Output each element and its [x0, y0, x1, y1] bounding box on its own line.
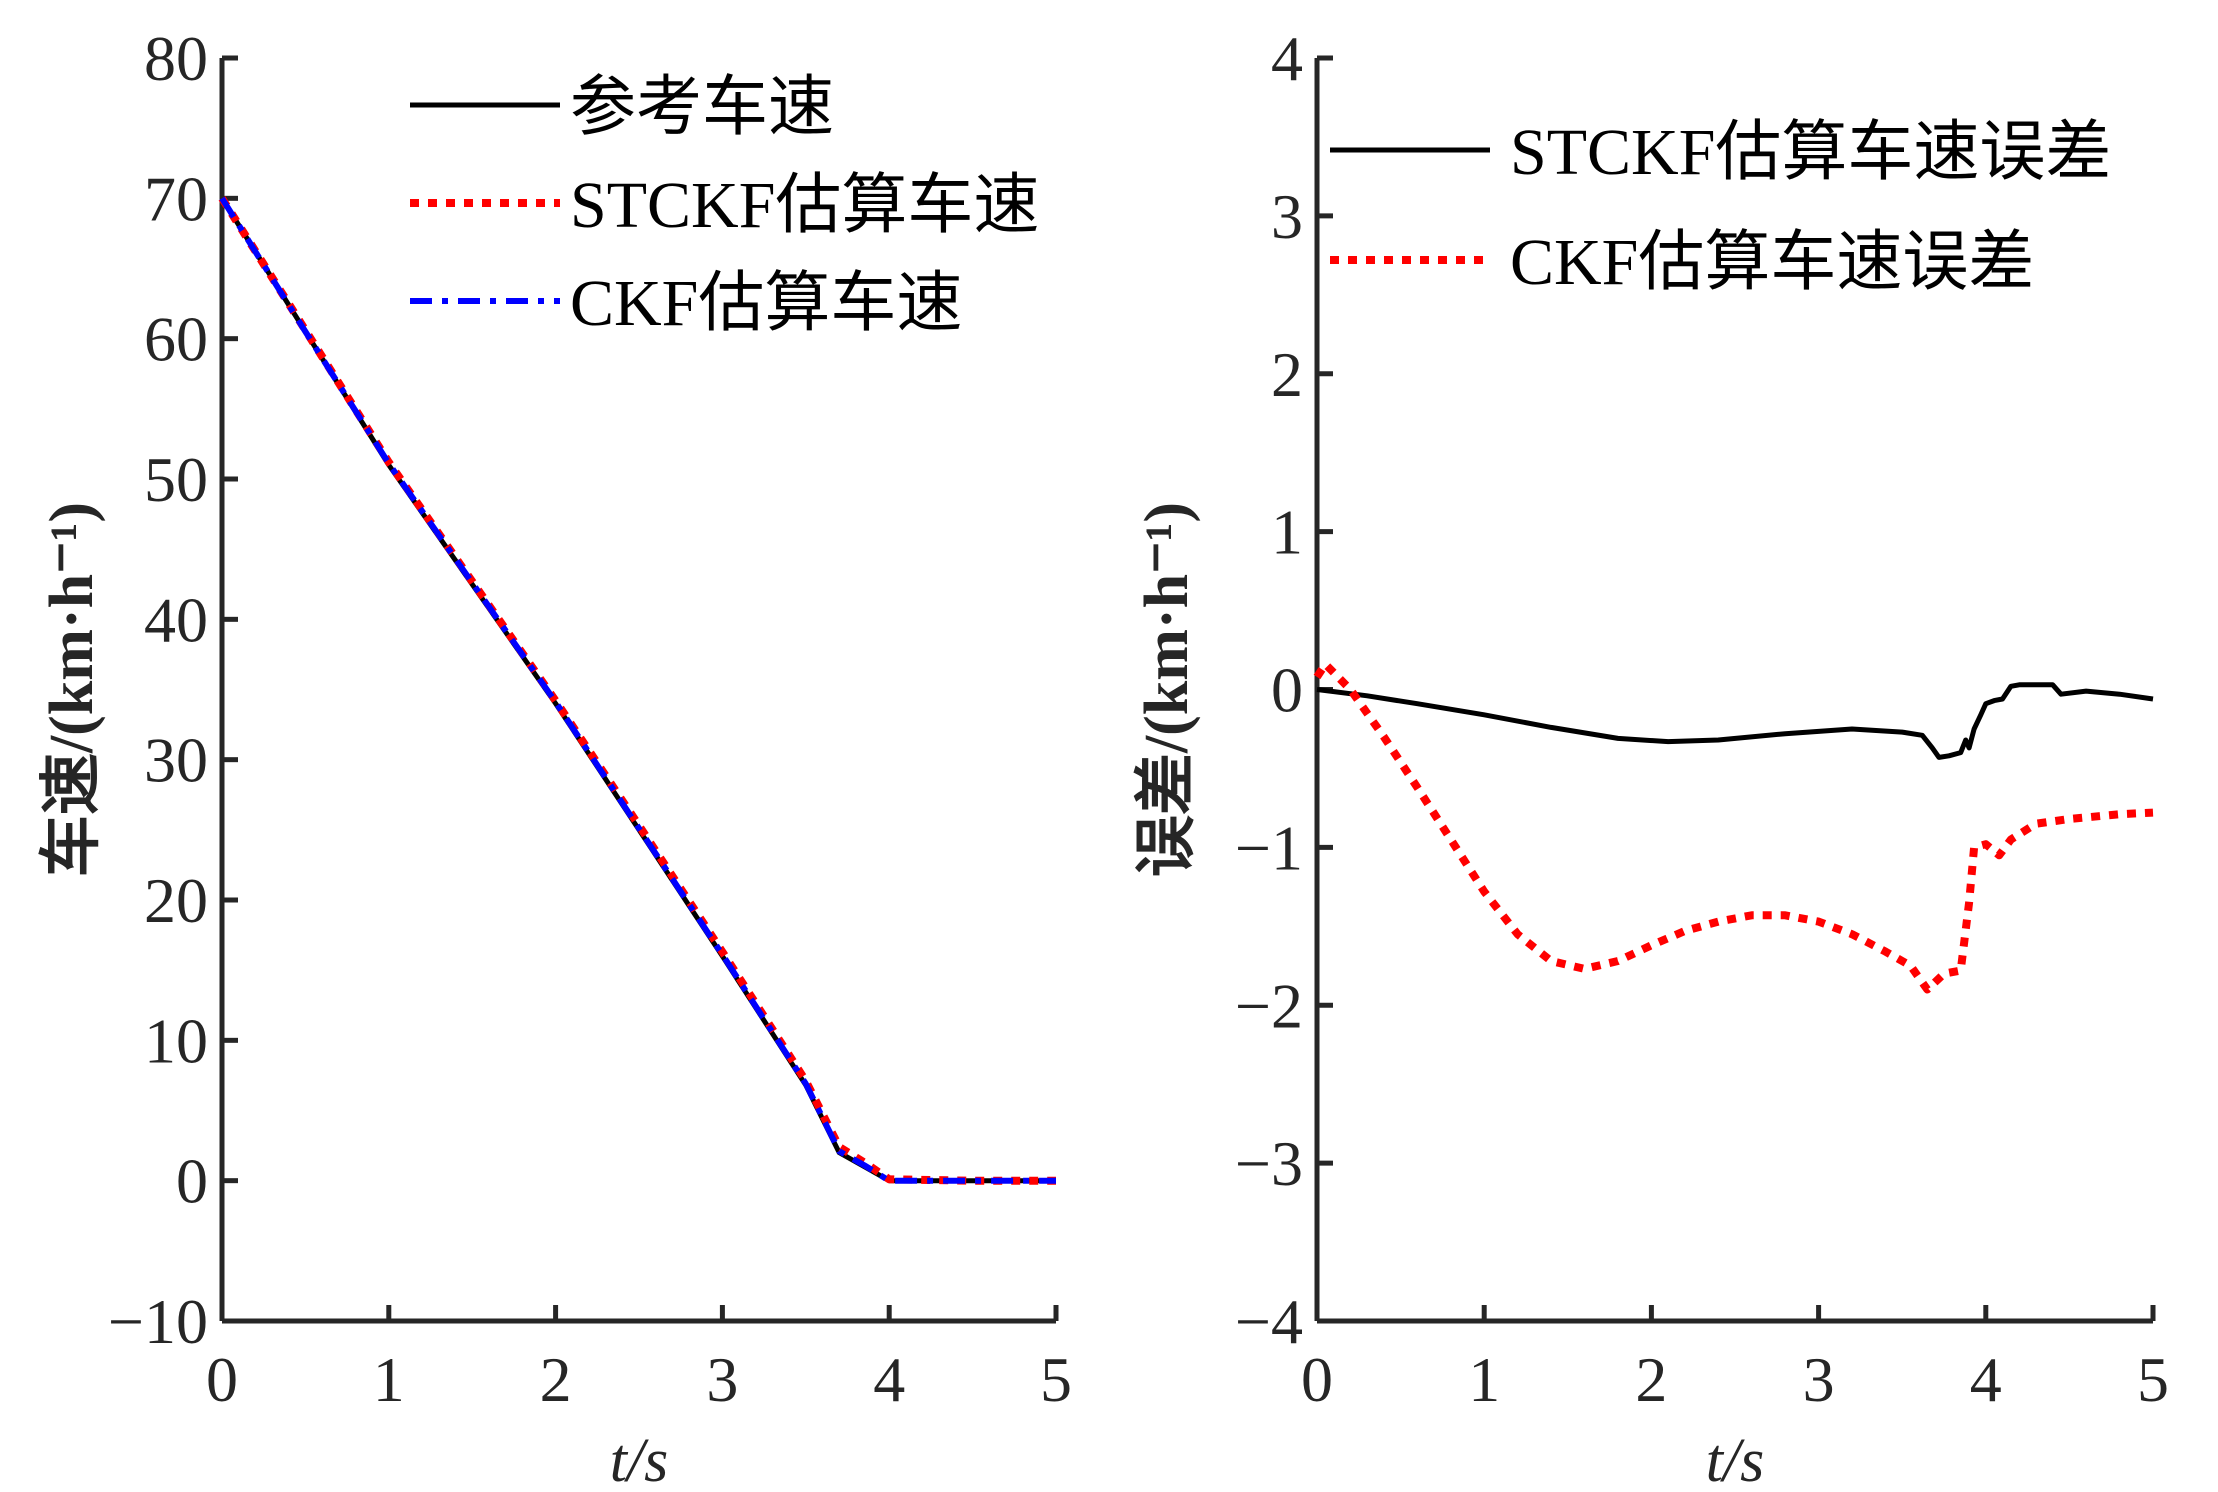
x-tick-label: 1 — [373, 1344, 405, 1415]
legend-label: CKF估算车速 — [570, 267, 962, 340]
legend-label: 参考车速 — [570, 71, 834, 144]
y-tick-label: 0 — [1271, 655, 1303, 726]
x-tick-label: 2 — [1635, 1344, 1667, 1415]
y-tick-label: 70 — [144, 163, 208, 234]
y-tick-label: −10 — [108, 1286, 208, 1357]
series-line-0-2 — [219, 196, 1056, 1184]
x-tick-label: 3 — [706, 1344, 738, 1415]
y-tick-label: 50 — [144, 444, 208, 515]
x-tick-label: 1 — [1468, 1344, 1500, 1415]
x-tick-label: 2 — [540, 1344, 572, 1415]
x-axis-title: t/s — [610, 1427, 669, 1492]
series-line-1-1 — [1313, 660, 2154, 994]
y-tick-label: 10 — [144, 1005, 208, 1076]
y-axis-title: 误差/(km·h⁻¹) — [1132, 502, 1201, 877]
y-tick-label: 80 — [144, 23, 208, 94]
x-axis-title: t/s — [1706, 1427, 1765, 1492]
y-tick-label: −3 — [1235, 1128, 1303, 1199]
y-tick-label: 40 — [144, 584, 208, 655]
chart-panel-0: 0 1 2 3 4 5−1001020304050607080t/s车速/(km·h⁻¹)… — [37, 23, 1072, 1492]
y-tick-label: 4 — [1271, 23, 1303, 94]
y-tick-label: 2 — [1271, 339, 1303, 410]
y-tick-label: 20 — [144, 865, 208, 936]
x-tick-label: 3 — [1803, 1344, 1835, 1415]
y-tick-label: −2 — [1235, 970, 1303, 1041]
legend-label: CKF估算车速误差 — [1510, 226, 2034, 299]
y-tick-label: 0 — [176, 1146, 208, 1217]
y-axis-title: 车速/(km·h⁻¹) — [37, 502, 106, 877]
x-tick-label: 4 — [1970, 1344, 2002, 1415]
legend-label: STCKF估算车速 — [570, 169, 1039, 242]
y-tick-label: 1 — [1271, 497, 1303, 568]
legend-label: STCKF估算车速误差 — [1510, 116, 2111, 189]
y-tick-label: −4 — [1235, 1286, 1303, 1357]
x-tick-label: 0 — [206, 1344, 238, 1415]
series-line-0-0 — [219, 196, 1056, 1184]
x-tick-label: 5 — [2137, 1344, 2169, 1415]
y-tick-label: 30 — [144, 725, 208, 796]
series-line-1-0 — [1316, 682, 2154, 760]
x-tick-label: 0 — [1301, 1344, 1333, 1415]
y-tick-label: 3 — [1271, 181, 1303, 252]
y-tick-label: 60 — [144, 304, 208, 375]
y-tick-label: −1 — [1235, 812, 1303, 883]
series-line-0-1 — [218, 196, 1056, 1185]
x-tick-label: 5 — [1040, 1344, 1072, 1415]
chart-panel-1: 0 1 2 3 4 5 −4 −3 −2 −1 0 1 2 3 4 t/s 误差/(km·h⁻¹) STCKF估算… — [1132, 23, 2169, 1492]
x-tick-label: 4 — [873, 1344, 905, 1415]
